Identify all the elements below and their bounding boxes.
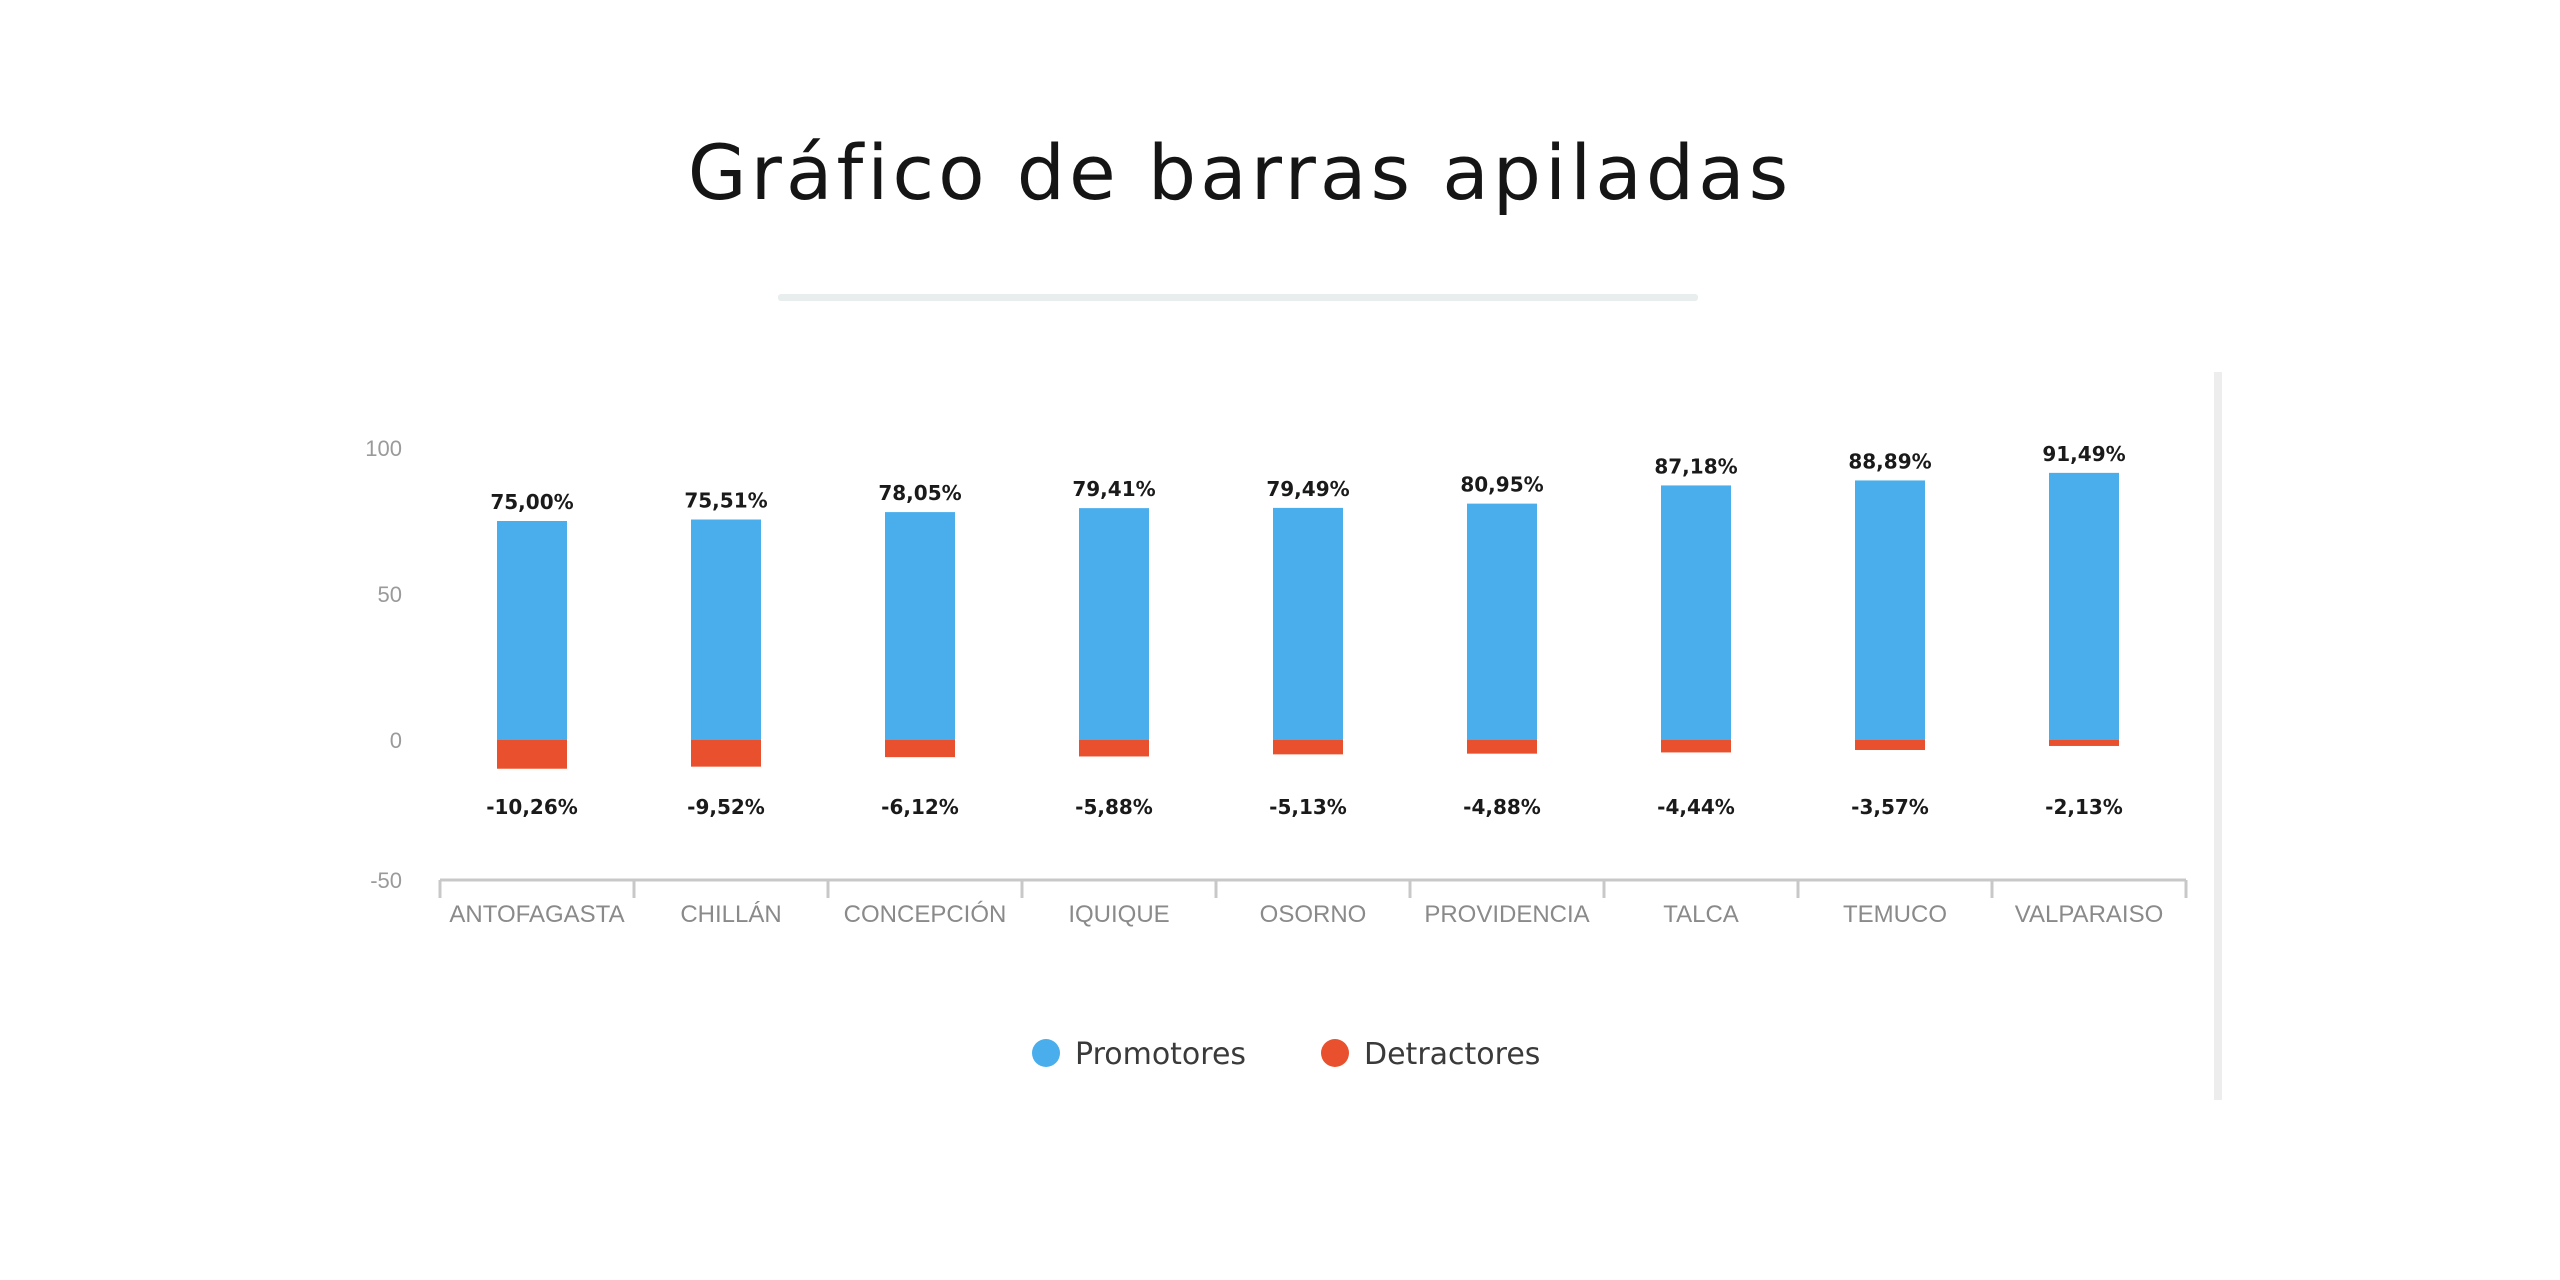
bar-promotores: [1467, 503, 1537, 740]
legend-label: Detractores: [1364, 1037, 1540, 1072]
bar-promotores: [1273, 507, 1343, 740]
bar-detractores: [691, 740, 761, 767]
bar-promotores: [885, 512, 955, 740]
bar-detractores: [2049, 740, 2119, 746]
legend-label: Promotores: [1075, 1037, 1246, 1072]
y-tick-label: 50: [378, 582, 402, 607]
bar-promotores: [1661, 485, 1731, 740]
data-label-detractores: -2,13%: [2045, 795, 2123, 819]
data-label-detractores: -10,26%: [486, 795, 578, 819]
data-label-detractores: -5,13%: [1269, 795, 1347, 819]
category-label: TALCA: [1663, 901, 1739, 928]
slide-title: Gráfico de barras apiladas: [687, 128, 1793, 217]
data-label-detractores: -4,88%: [1463, 795, 1541, 819]
bar-detractores: [1855, 740, 1925, 750]
bar-detractores: [1079, 740, 1149, 757]
bar-promotores: [2049, 472, 2119, 740]
legend: Promotores Detractores: [1032, 1037, 1540, 1072]
category-label: IQUIQUE: [1068, 901, 1169, 928]
category-label: CONCEPCIÓN: [844, 901, 1007, 928]
y-axis: 100 50 0 -50: [365, 436, 402, 893]
x-axis: ANTOFAGASTA CHILLÁN CONCEPCIÓN IQUIQUE OSORN…: [438, 878, 2188, 928]
data-label-promotores: 75,00%: [490, 490, 573, 514]
data-label-detractores: -3,57%: [1851, 795, 1929, 819]
bar-promotores: [691, 519, 761, 740]
data-label-detractores: -4,44%: [1657, 795, 1735, 819]
data-label-promotores: 75,51%: [684, 489, 767, 513]
category-label: ANTOFAGASTA: [449, 901, 624, 928]
data-label-detractores: -6,12%: [881, 795, 959, 819]
bar-detractores: [1661, 740, 1731, 753]
data-label-detractores: -9,52%: [687, 795, 765, 819]
title-divider: [778, 294, 1698, 301]
data-label-promotores: 87,18%: [1654, 454, 1737, 478]
category-label: PROVIDENCIA: [1424, 901, 1589, 928]
data-label-promotores: 79,41%: [1072, 477, 1155, 501]
category-label: TEMUCO: [1843, 901, 1947, 928]
bar-promotores: [497, 521, 567, 740]
category-label: VALPARAISO: [2015, 901, 2164, 928]
bar-promotores: [1855, 480, 1925, 740]
data-label-detractores: -5,88%: [1075, 795, 1153, 819]
data-label-promotores: 78,05%: [878, 481, 961, 505]
legend-marker: [1032, 1039, 1060, 1067]
bar-detractores: [1273, 740, 1343, 755]
y-tick-label: 0: [390, 728, 402, 753]
bar-detractores: [1467, 740, 1537, 754]
bars: [497, 472, 2119, 769]
data-label-promotores: 88,89%: [1848, 449, 1931, 473]
category-label: CHILLÁN: [680, 901, 781, 928]
y-tick-label: -50: [370, 868, 402, 893]
category-label: OSORNO: [1260, 901, 1367, 928]
chart-frame-border: [2214, 372, 2222, 1100]
bar-detractores: [497, 740, 567, 769]
bar-detractores: [885, 740, 955, 758]
data-label-promotores: 79,49%: [1266, 477, 1349, 501]
bar-promotores: [1079, 508, 1149, 740]
data-label-promotores: 91,49%: [2042, 442, 2125, 466]
legend-marker: [1321, 1039, 1349, 1067]
data-label-promotores: 80,95%: [1460, 473, 1543, 497]
y-tick-label: 100: [365, 436, 402, 461]
data-labels: 75,00% -10,26% 75,51% -9,52% 78,05% -6,12% 79,…: [486, 442, 2125, 819]
